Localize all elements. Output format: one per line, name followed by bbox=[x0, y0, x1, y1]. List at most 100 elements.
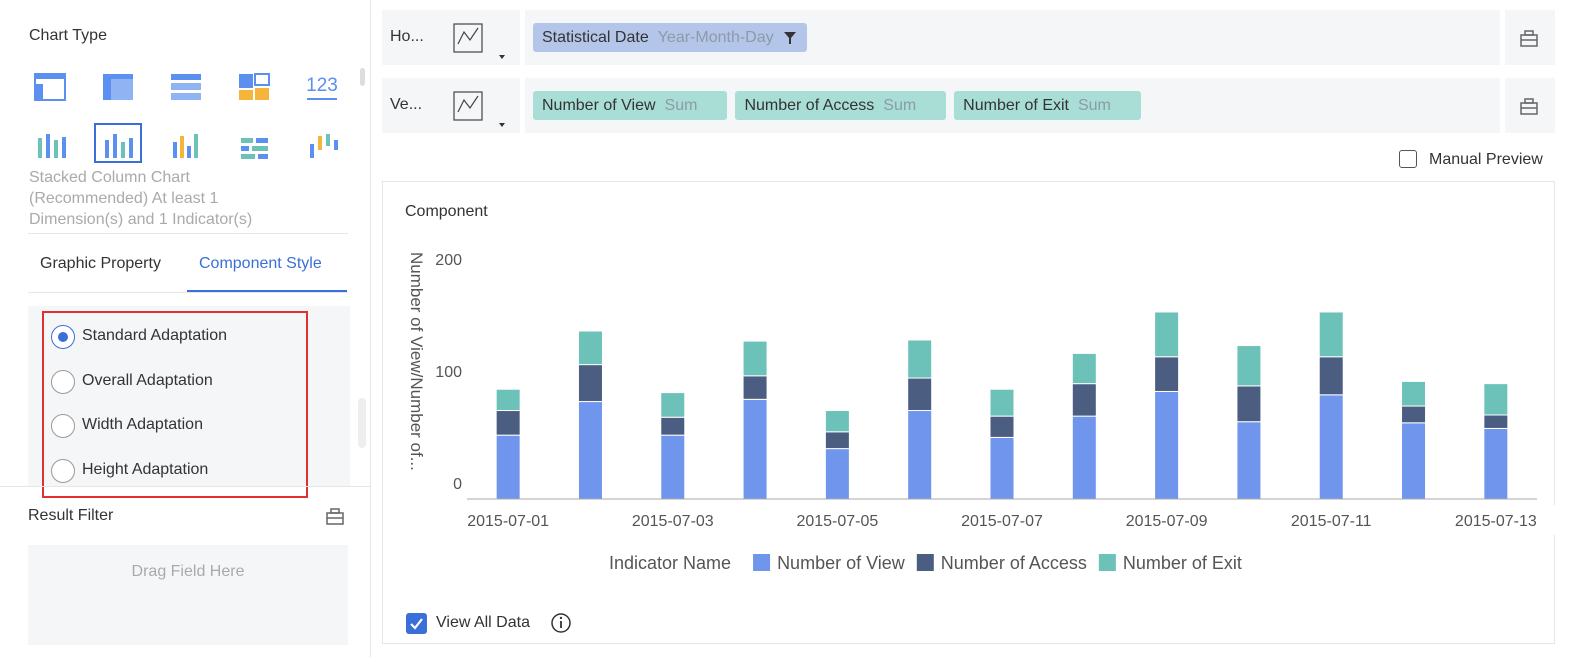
chart-panel bbox=[382, 181, 1555, 644]
icon-label: 123 bbox=[306, 75, 338, 96]
bar-segment bbox=[1154, 356, 1180, 392]
clip-mask bbox=[1538, 505, 1555, 535]
filter-icon[interactable] bbox=[325, 506, 345, 526]
radio-label[interactable]: Width Adaptation bbox=[82, 416, 203, 434]
bar-segment bbox=[1483, 383, 1509, 416]
bar-segment bbox=[1483, 414, 1509, 429]
options-panel bbox=[28, 306, 350, 486]
chart-type-icons: 123 bbox=[34, 73, 338, 163]
tab-active[interactable]: Component Style bbox=[199, 255, 322, 272]
bar-segment bbox=[742, 340, 768, 377]
region-icon[interactable] bbox=[1519, 28, 1539, 48]
bar-segment bbox=[1401, 405, 1427, 424]
tab[interactable]: Graphic Property bbox=[40, 255, 161, 272]
row-sep bbox=[520, 78, 525, 133]
section-title: Chart Type bbox=[29, 27, 107, 44]
x-tick-label: 2015-07-03 bbox=[632, 513, 714, 530]
bar-segment bbox=[495, 388, 521, 412]
bar-segment bbox=[1318, 394, 1344, 500]
bar-segment bbox=[577, 364, 603, 403]
bar-segment bbox=[660, 392, 686, 418]
axis-type-icon[interactable] bbox=[452, 20, 507, 60]
checkbox[interactable] bbox=[1399, 150, 1417, 168]
radio[interactable] bbox=[51, 459, 75, 484]
field-aggregation: Year-Month-Day bbox=[657, 28, 774, 46]
bar-segment bbox=[1071, 383, 1097, 417]
axis-type-icon[interactable] bbox=[452, 88, 507, 128]
row-label: Ve... bbox=[390, 96, 423, 113]
section-title: Result Filter bbox=[28, 507, 114, 524]
y-axis-label: Number of View/Number of... bbox=[407, 252, 426, 471]
bar-segment bbox=[742, 398, 768, 500]
chart-type-description: Stacked Column Chart (Recommended) At le… bbox=[29, 169, 253, 228]
field-name: Number of Exit bbox=[963, 96, 1069, 114]
bar-segment bbox=[1318, 356, 1344, 396]
row-sep bbox=[1500, 10, 1505, 65]
drop-zone[interactable] bbox=[28, 545, 348, 645]
bar-segment bbox=[824, 410, 850, 433]
x-tick-label: 2015-07-01 bbox=[467, 513, 549, 530]
field-pill[interactable]: Number of View Sum bbox=[533, 91, 728, 120]
x-tick-label: 2015-07-11 bbox=[1291, 513, 1372, 530]
bar-segment bbox=[1154, 311, 1180, 358]
drop-hint: Drag Field Here bbox=[131, 563, 245, 580]
bar-segment bbox=[989, 436, 1015, 500]
bar-segment bbox=[1236, 385, 1262, 423]
radio[interactable] bbox=[51, 414, 75, 439]
bar-segment bbox=[577, 330, 603, 366]
bar-segment bbox=[1318, 311, 1344, 358]
divider bbox=[0, 486, 370, 487]
radio-dot bbox=[58, 332, 68, 342]
chart-title: Component bbox=[405, 203, 488, 220]
bar-segment bbox=[495, 410, 521, 436]
radio-label[interactable]: Standard Adaptation bbox=[82, 327, 228, 344]
radio[interactable] bbox=[51, 369, 75, 394]
legend-swatch bbox=[916, 554, 934, 571]
y-tick-label: 200 bbox=[435, 252, 462, 269]
field-aggregation: Sum bbox=[664, 96, 698, 114]
bar-segment bbox=[1401, 380, 1427, 407]
bar-segment bbox=[577, 401, 603, 500]
bar-segment bbox=[660, 434, 686, 500]
checkbox-checked[interactable] bbox=[406, 613, 427, 634]
legend-swatch bbox=[753, 554, 771, 571]
field-pill[interactable]: Number of Exit Sum bbox=[954, 91, 1141, 120]
legend-label: Number of Exit bbox=[1123, 553, 1242, 573]
bar-segment bbox=[824, 431, 850, 450]
bar-segment bbox=[1154, 390, 1180, 500]
filter-icon[interactable] bbox=[783, 30, 797, 46]
legend-title: Indicator Name bbox=[609, 553, 731, 573]
x-tick-label: 2015-07-13 bbox=[1455, 513, 1537, 530]
bar-segment bbox=[907, 410, 933, 500]
bar-segment bbox=[989, 415, 1015, 438]
bar-segment bbox=[1401, 422, 1427, 500]
field-pill[interactable]: Statistical Date Year-Month-Day bbox=[533, 23, 807, 52]
info-icon[interactable] bbox=[550, 612, 572, 634]
radio-label[interactable]: Height Adaptation bbox=[82, 461, 209, 479]
divider bbox=[370, 0, 371, 657]
field-aggregation: Sum bbox=[883, 96, 917, 114]
tab-indicator bbox=[187, 290, 347, 292]
y-tick-label: 100 bbox=[435, 364, 462, 381]
bar-segment bbox=[1236, 345, 1262, 387]
highlight-box bbox=[42, 311, 308, 498]
legend-label: Number of View bbox=[777, 553, 906, 573]
bar-segment bbox=[1071, 415, 1097, 500]
y-tick-label: 0 bbox=[453, 476, 462, 493]
bar-segment bbox=[907, 377, 933, 412]
radio-label[interactable]: Overall Adaptation bbox=[82, 371, 213, 389]
manual-preview-label[interactable]: Manual Preview bbox=[1429, 151, 1543, 168]
bar-segment bbox=[907, 339, 933, 379]
bar-segment bbox=[1483, 427, 1509, 500]
x-tick-label: 2015-07-09 bbox=[1126, 513, 1208, 530]
row-sep bbox=[520, 10, 525, 65]
field-pill[interactable]: Number of Access Sum bbox=[735, 91, 947, 120]
bar-segment bbox=[1071, 352, 1097, 385]
field-name: Number of View bbox=[542, 96, 656, 114]
scrollbar bbox=[360, 68, 365, 86]
row-sep bbox=[1500, 78, 1505, 133]
view-all-data-label[interactable]: View All Data bbox=[436, 614, 530, 631]
x-tick-label: 2015-07-07 bbox=[961, 513, 1043, 530]
region-icon[interactable] bbox=[1519, 96, 1539, 116]
